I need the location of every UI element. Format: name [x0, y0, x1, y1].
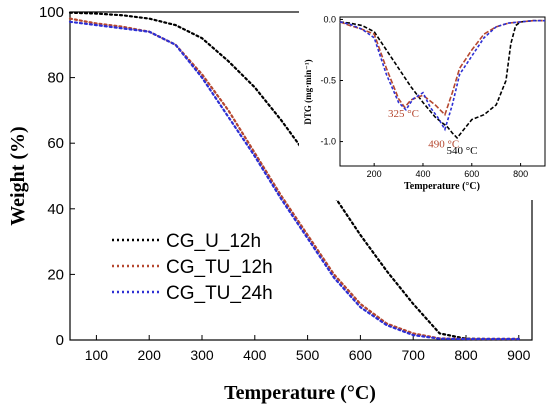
main-series-lines: [68, 11, 520, 341]
main-x-tick-label: 500: [296, 347, 320, 363]
main-x-tick-label: 700: [402, 347, 426, 363]
inset-y-tick-label: -1.0: [320, 137, 336, 147]
main-axis-ticks: 100 200 300 400 500 600 700 800 900 0 20 40 60 80 100: [39, 4, 531, 363]
inset-x-tick-label: 400: [415, 169, 430, 179]
main-x-tick-label: 200: [138, 347, 162, 363]
inset-series-line-0: [339, 19, 545, 140]
inset-annotation-0: 325 °C: [388, 108, 419, 120]
main-y-tick-label: 100: [39, 4, 64, 21]
main-x-tick-label: 100: [85, 347, 109, 363]
inset-x-tick-label: 800: [513, 169, 528, 179]
main-x-tick-label: 300: [190, 347, 214, 363]
main-y-tick-label: 20: [47, 266, 64, 283]
main-series-line-0: [68, 11, 520, 341]
inset-series-lines: [339, 19, 545, 140]
main-x-axis-label: Temperature (°C): [224, 382, 376, 404]
inset-x-tick-label: 600: [464, 169, 479, 179]
inset-series-line-1: [339, 19, 545, 117]
inset-plot-frame: [339, 16, 546, 167]
main-x-tick-label: 900: [507, 347, 531, 363]
main-y-tick-label: 0: [56, 332, 64, 349]
main-y-tick-label: 60: [47, 135, 64, 152]
inset-series-line-2: [339, 19, 545, 132]
inset-y-tick-label: 0.0: [323, 14, 336, 24]
legend-label-cg-u-12h: CG_U_12h: [166, 231, 261, 252]
legend-label-cg-tu-24h: CG_TU_24h: [166, 283, 273, 304]
legend: CG_U_12h CG_TU_12h CG_TU_24h: [112, 231, 273, 304]
main-y-tick-label: 40: [47, 201, 64, 218]
main-x-tick-label: 400: [243, 347, 267, 363]
inset-y-axis-label: DTG (mg·min⁻¹): [303, 59, 313, 124]
main-y-axis-label: Weight (%): [7, 126, 29, 225]
inset-x-tick-label: 200: [367, 169, 382, 179]
legend-label-cg-tu-12h: CG_TU_12h: [166, 257, 273, 278]
inset-annotation-2: 540 °C: [447, 145, 478, 157]
inset-annotation-1: 490 °C: [428, 139, 459, 151]
main-x-tick-label: 800: [454, 347, 478, 363]
main-y-tick-label: 80: [47, 70, 64, 87]
main-series-line-2: [68, 20, 520, 341]
main-x-tick-label: 600: [349, 347, 373, 363]
inset-x-axis-label: Temperature (°C): [404, 181, 480, 192]
inset-axis-ticks: 200 400 600 800 0.0 -0.5 -1.0: [320, 14, 528, 179]
inset-y-tick-label: -0.5: [320, 76, 336, 86]
inset-plot-background: [299, 0, 550, 200]
